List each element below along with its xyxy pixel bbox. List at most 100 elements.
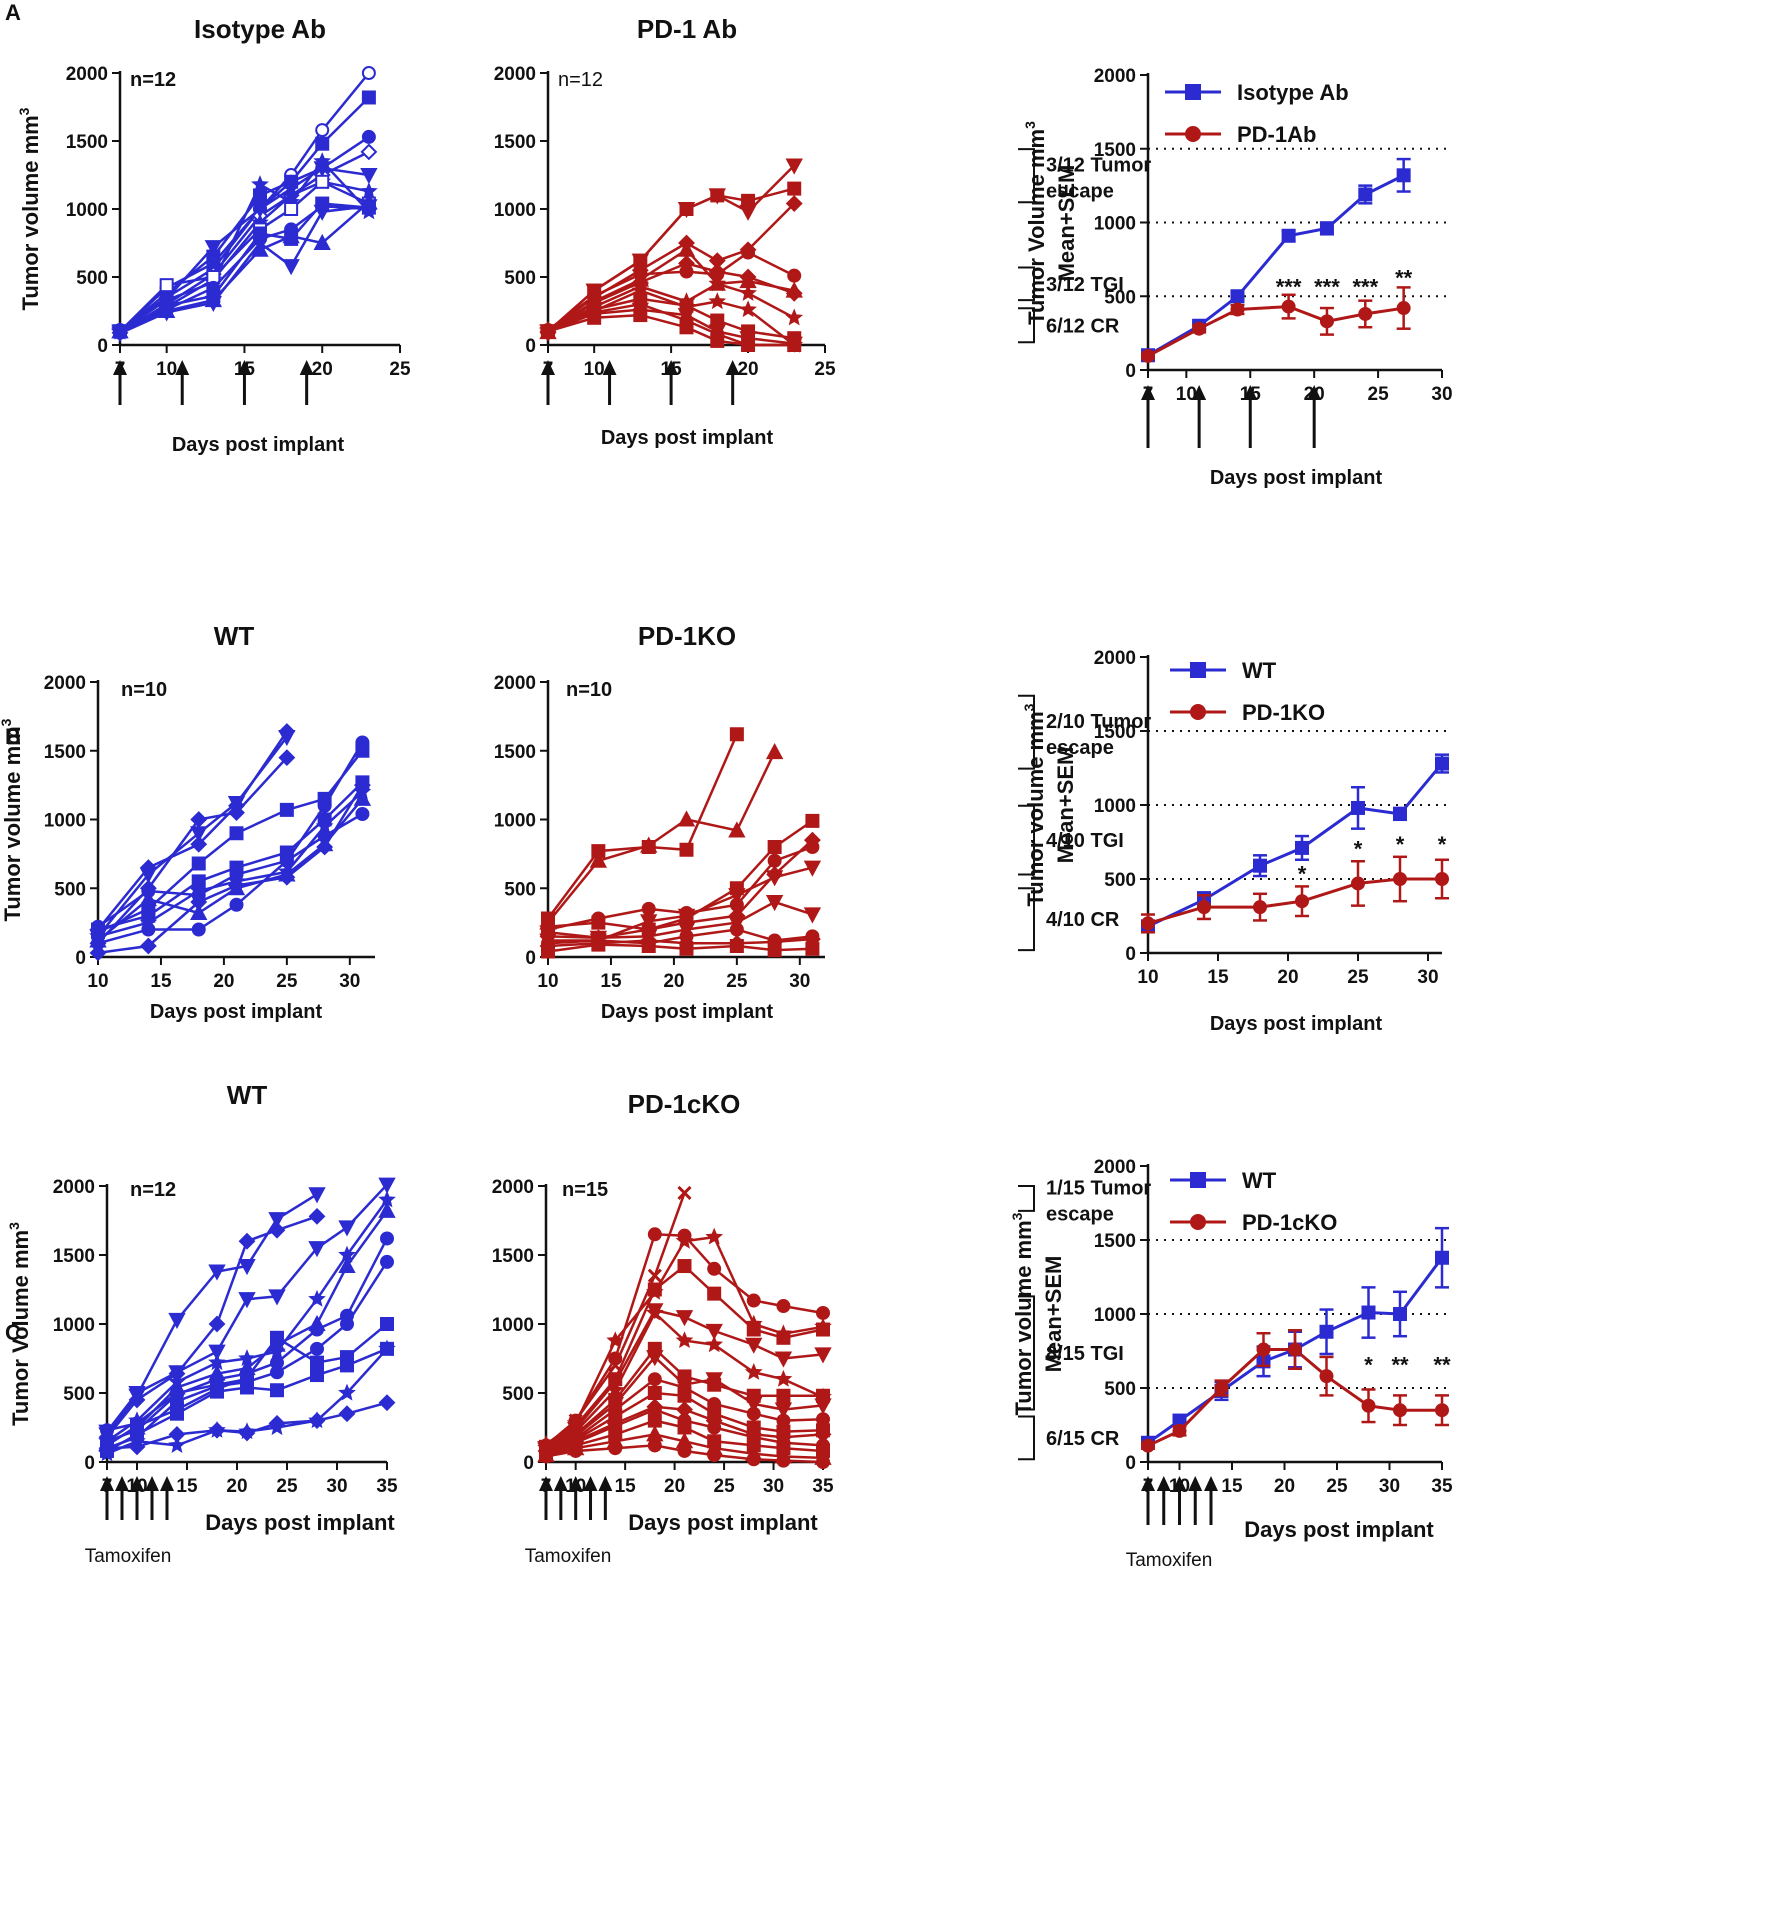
y-tick-label: 1000 [494, 811, 536, 832]
data-point [268, 1414, 286, 1432]
y-axis-label-superscript: 3 [1009, 1212, 1025, 1220]
data-point [729, 922, 744, 937]
dose-arrow [130, 1476, 144, 1520]
series-12 [100, 1372, 254, 1438]
data-point [238, 1232, 256, 1250]
y-tick-label: 1500 [494, 132, 536, 153]
data-point [1358, 306, 1373, 321]
data-point [776, 1330, 791, 1345]
dose-arrow-head [113, 360, 127, 375]
data-point [190, 811, 208, 828]
data-point [765, 870, 784, 887]
y-tick-label: 2000 [66, 64, 108, 85]
legend-marker [1190, 1172, 1206, 1188]
data-point [708, 274, 727, 292]
data-point [170, 1386, 184, 1400]
dose-arrow [541, 360, 555, 405]
data-point [746, 1406, 761, 1421]
dose-arrow [160, 1476, 174, 1520]
dose-arrow-head [130, 1476, 144, 1491]
series-pd-1ab [1141, 286, 1411, 363]
dose-arrow [113, 360, 127, 405]
data-point [139, 890, 158, 907]
data-point [785, 158, 803, 175]
bracket [1018, 694, 1035, 770]
legend-label: WT [1242, 1168, 1277, 1193]
data-point [705, 1335, 724, 1353]
dose-arrow [1172, 1476, 1187, 1525]
data-point [746, 1452, 761, 1467]
series-11 [541, 308, 802, 352]
data-point [631, 281, 650, 299]
data-point [130, 1416, 144, 1431]
bracket-label-2: escape [1046, 1203, 1114, 1225]
data-point [741, 193, 756, 208]
data-point [677, 908, 696, 925]
data-point [1230, 289, 1245, 304]
legend-marker [1190, 704, 1206, 720]
y-tick-label: 1000 [66, 200, 108, 221]
dose-arrow [1192, 385, 1207, 448]
data-point [1351, 876, 1365, 891]
dose-arrow [598, 1476, 613, 1520]
series-11 [98, 1394, 396, 1457]
tamoxifen-label: Tamoxifen [85, 1546, 172, 1567]
bracket-label-2: escape [1046, 181, 1114, 203]
data-point [679, 320, 694, 335]
data-point [787, 268, 802, 283]
data-point [640, 914, 658, 931]
chart-a3: 050010001500200071015202530Days post imp… [1022, 66, 1453, 489]
data-point [270, 1383, 284, 1398]
y-tick-label: 1000 [44, 811, 86, 832]
dose-arrow-head [299, 360, 314, 375]
data-point [677, 1388, 692, 1403]
dose-arrow-head [1204, 1476, 1218, 1491]
data-point [378, 1201, 396, 1218]
y-tick-label: 1500 [53, 1246, 95, 1267]
dose-arrow [100, 1476, 114, 1520]
data-point [707, 1261, 722, 1276]
dose-arrow-head [541, 360, 555, 375]
data-point [1197, 900, 1211, 915]
data-point [679, 202, 694, 216]
dose-arrow-head [602, 360, 617, 375]
x-tick-label: 30 [1379, 1476, 1400, 1497]
data-point [159, 298, 174, 313]
data-point [539, 320, 557, 338]
y-tick-label: 1500 [44, 742, 86, 763]
data-point [591, 937, 606, 952]
y-tick-label: 0 [523, 1453, 534, 1474]
dose-arrow-head [1141, 1476, 1155, 1491]
data-point [1230, 302, 1245, 317]
bracket [1018, 1185, 1035, 1212]
data-point [647, 1438, 662, 1453]
x-axis-label: Days post implant [172, 434, 345, 456]
data-point [1141, 348, 1155, 363]
data-point [310, 1355, 324, 1370]
data-point [128, 1386, 146, 1403]
data-point [816, 1322, 830, 1337]
bracket [1018, 266, 1035, 302]
data-point [776, 1299, 791, 1314]
n-label: n=12 [558, 69, 603, 91]
data-point [1393, 1403, 1407, 1418]
data-point [268, 1212, 286, 1229]
y-tick-label: 1500 [492, 1246, 534, 1267]
data-point [1435, 1250, 1449, 1265]
legend-label: PD-1Ab [1237, 122, 1316, 147]
x-tick-label: 20 [1274, 1476, 1295, 1497]
x-tick-label: 20 [1277, 967, 1298, 988]
tamoxifen-label: Tamoxifen [1126, 1550, 1213, 1571]
data-point [728, 821, 746, 838]
data-point [539, 1449, 553, 1464]
dose-arrow-head [100, 1476, 114, 1491]
data-point [739, 284, 757, 301]
x-tick-label: 30 [1417, 967, 1438, 988]
n-label: n=12 [130, 1179, 176, 1201]
chart-title: WT [227, 1080, 268, 1110]
data-point [677, 810, 696, 827]
data-point [814, 1347, 832, 1364]
n-label: n=10 [566, 679, 612, 701]
x-tick-label: 15 [1207, 967, 1229, 988]
x-tick-label: 30 [789, 971, 810, 992]
